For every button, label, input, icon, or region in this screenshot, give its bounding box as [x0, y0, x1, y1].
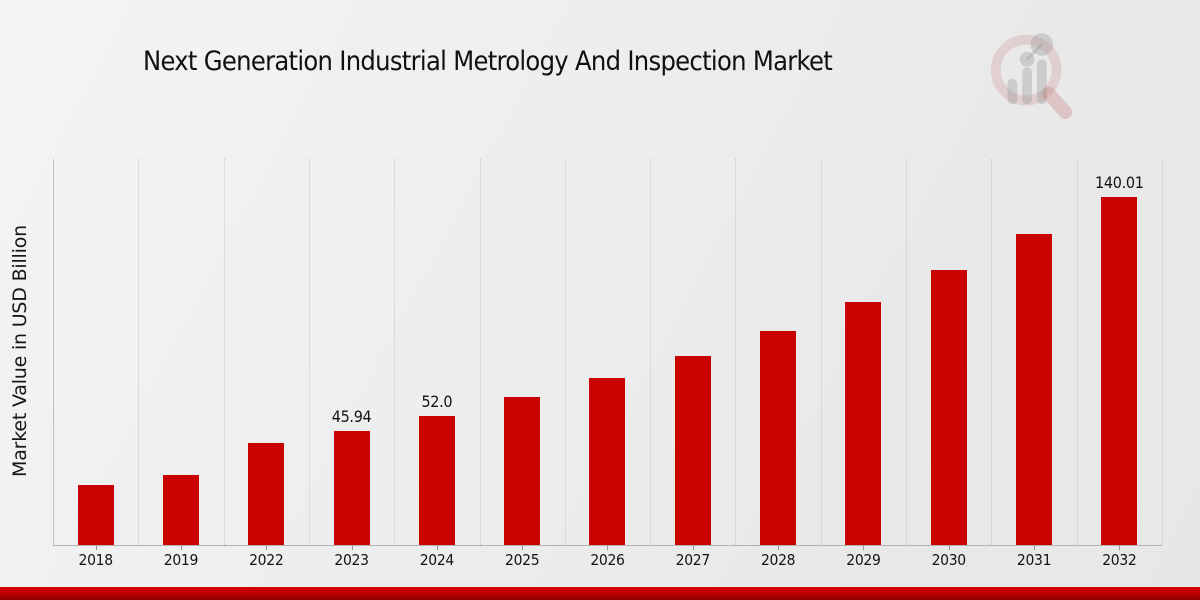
- bar-slot-2024: 52.0: [394, 159, 479, 550]
- x-axis-label-2029: 2029: [846, 551, 881, 569]
- bar-value-label-2023: 45.94: [331, 406, 372, 426]
- bar-slot-2027: [650, 159, 735, 550]
- x-axis-tick: [778, 545, 780, 550]
- gridline: [991, 159, 993, 545]
- bar-2024: [418, 415, 455, 545]
- gridline: [820, 159, 822, 545]
- x-axis-tick: [1119, 545, 1121, 550]
- bar-slot-2029: [821, 159, 906, 550]
- bar-slot-2019: [138, 159, 223, 550]
- bar-slot-2030: [906, 159, 991, 550]
- gridline: [564, 159, 566, 545]
- x-axis-tick: [692, 545, 694, 550]
- bar-2022: [248, 442, 285, 545]
- magnifier-bar-chart-watermark-icon: [990, 33, 1073, 120]
- x-axis-label-2022: 2022: [249, 551, 284, 569]
- bar-2018: [77, 485, 114, 545]
- bar-value-label-2032: 140.01: [1095, 172, 1144, 192]
- bar-2023: [333, 430, 370, 545]
- bar-slot-2025: [480, 159, 565, 550]
- gridline: [394, 159, 396, 545]
- x-axis-label-2023: 2023: [334, 551, 369, 569]
- gridline: [308, 159, 310, 545]
- bar-slot-2028: [735, 159, 820, 550]
- x-axis-tick: [266, 545, 268, 550]
- x-axis-label-2032: 2032: [1102, 551, 1137, 569]
- bottom-accent-bar: [0, 587, 1200, 600]
- bar-slot-2026: [565, 159, 650, 550]
- x-axis-label-2028: 2028: [760, 551, 796, 569]
- bar-slot-2031: [991, 159, 1076, 550]
- plot-area: 45.94 52.0 140.01: [53, 159, 1163, 550]
- x-axis-label-2025: 2025: [505, 551, 540, 569]
- x-axis-tick: [522, 545, 524, 550]
- bar-2026: [589, 377, 626, 545]
- bar-slot-2023: 45.94: [309, 159, 394, 550]
- chart-title: Next Generation Industrial Metrology And…: [143, 46, 833, 77]
- gridline: [735, 159, 737, 545]
- gridline: [906, 159, 908, 545]
- x-axis-tick: [863, 545, 865, 550]
- gridline: [53, 159, 54, 545]
- x-axis-label-2026: 2026: [590, 551, 625, 569]
- x-axis-label-2027: 2027: [675, 551, 711, 569]
- bar-2027: [674, 356, 711, 545]
- gridline: [479, 159, 481, 545]
- y-axis-title: Market Value in USD Billion: [9, 225, 31, 477]
- x-axis-tick: [95, 545, 97, 550]
- bar-2031: [1016, 234, 1053, 545]
- x-axis-tick: [607, 545, 609, 550]
- bar-slot-2018: [53, 159, 138, 550]
- x-axis-tick: [1034, 545, 1036, 550]
- gridline: [223, 159, 225, 545]
- bar-slot-2032: 140.01: [1077, 159, 1162, 550]
- gridline: [650, 159, 652, 545]
- bar-value-label-2024: 52.0: [421, 391, 453, 411]
- x-axis-label-2030: 2030: [931, 551, 967, 569]
- gridline: [1076, 159, 1078, 545]
- gridline: [1162, 159, 1163, 545]
- bar-2030: [930, 270, 967, 545]
- x-axis-tick: [948, 545, 950, 550]
- bar-2032: [1101, 196, 1138, 545]
- bar-2025: [504, 397, 541, 545]
- x-axis-label-2024: 2024: [419, 551, 455, 569]
- x-axis-tick: [351, 545, 353, 550]
- bar-2019: [162, 475, 199, 545]
- x-axis-label-2019: 2019: [163, 551, 199, 569]
- gridline: [138, 159, 140, 545]
- bar-2029: [845, 302, 882, 545]
- x-axis-label-2031: 2031: [1016, 551, 1052, 569]
- x-axis-tick: [436, 545, 438, 550]
- x-axis-label-2018: 2018: [78, 551, 114, 569]
- x-axis-tick: [180, 545, 182, 550]
- bar-slot-2022: [224, 159, 309, 550]
- x-axis-labels: 2018 2019 2022 2023 2024 2025 2026 2027 2028 2029…: [53, 551, 1162, 571]
- bar-2028: [760, 330, 797, 545]
